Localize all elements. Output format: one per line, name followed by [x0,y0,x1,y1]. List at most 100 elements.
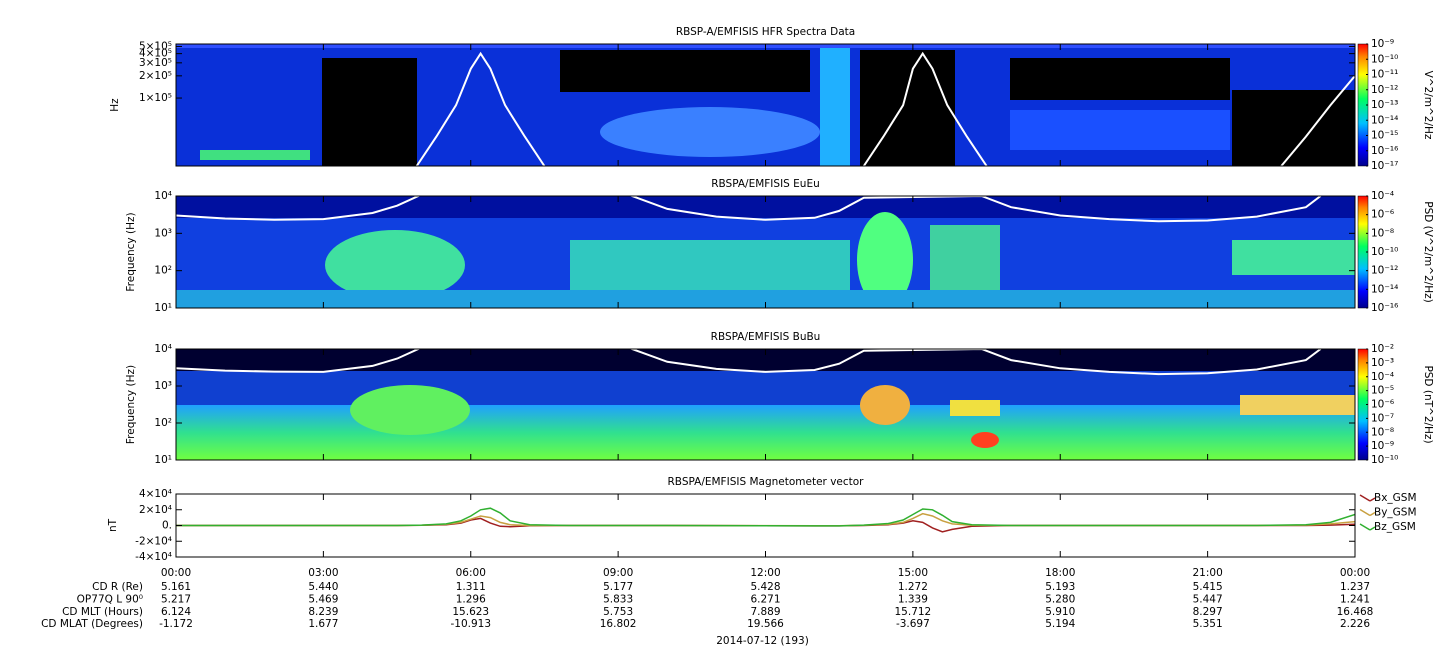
ephemeris-value: 7.889 [750,606,780,618]
colorbar-label: V^2/m^2/Hz [1422,71,1434,140]
colorbar-tick-label: 10⁻¹⁰ [1371,53,1398,65]
y-tick-label: 10³ [154,380,172,392]
y-tick-label: 10² [154,417,172,429]
colorbar-tick-label: 10⁻² [1371,343,1394,355]
ephemeris-value: 16.802 [600,618,637,630]
colorbar-label: PSD (V^2/m^2/Hz) [1422,201,1434,302]
colorbar-label: PSD (nT^2/Hz) [1422,365,1434,443]
ephemeris-label: CD MLAT (Degrees) [41,618,143,630]
colorbar-tick-label: 10⁻¹² [1371,84,1398,96]
colorbar-tick-label: 10⁻¹⁰ [1371,454,1398,466]
ephemeris-value: 5.194 [1045,618,1075,630]
series-line [176,507,1355,527]
y-tick-label: -4×10⁴ [135,551,172,563]
ephemeris-value: 5.447 [1193,593,1223,605]
overlay-line [415,51,1355,166]
y-tick-label: 4×10⁵ [139,48,172,60]
ephemeris-value: 1.272 [898,581,928,593]
y-tick-label: 4×10⁴ [139,488,172,500]
legend-label: Bz_GSM [1374,521,1416,533]
legend-swatch [1369,497,1376,502]
colorbar-tick-label: 10⁻⁹ [1371,38,1394,50]
legend-label: Bx_GSM [1374,492,1417,504]
colorbar-tick-label: 10⁻⁶ [1371,399,1394,411]
y-tick-label: 10⁴ [154,190,172,202]
colorbar-tick-label: 10⁻¹¹ [1371,69,1398,81]
legend-swatch [1359,508,1371,517]
ephemeris-label: CD MLT (Hours) [62,606,143,618]
y-axis-label: Hz [109,98,121,112]
legend-swatch [1369,526,1376,531]
x-tick-label: 03:00 [308,567,338,579]
y-tick-label: 2×10⁴ [139,504,172,516]
ephemeris-value: 15.712 [895,606,932,618]
x-tick-label: 06:00 [456,567,486,579]
ephemeris-value: 6.124 [161,606,191,618]
colorbar-tick-label: 10⁻⁵ [1371,385,1394,397]
ephemeris-value: 5.193 [1045,581,1075,593]
plot-layer [415,51,1355,166]
legend-swatch [1359,494,1371,502]
x-tick-label: 18:00 [1045,567,1075,579]
y-tick-label: 10¹ [154,302,172,314]
colorbar-tick-label: 10⁻¹⁴ [1371,114,1398,126]
ephemeris-value: 5.280 [1045,593,1075,605]
y-tick-label: 5×10⁵ [139,40,172,52]
colorbar-tick-label: 10⁻⁶ [1371,209,1394,221]
colorbar-tick-label: 10⁻⁷ [1371,412,1394,424]
y-tick-label: 10² [154,265,172,277]
panel-title: RBSPA/EMFISIS BuBu [711,331,821,343]
ephemeris-value: 1.339 [898,593,928,605]
x-tick-label: 15:00 [898,567,928,579]
ephemeris-value: 5.469 [308,593,338,605]
ephemeris-value: 19.566 [747,618,784,630]
plot-layer [176,196,1322,223]
panel-title: RBSP-A/EMFISIS HFR Spectra Data [676,26,855,38]
colorbar-tick-label: 10⁻¹⁰ [1371,246,1398,258]
plot-layer [176,349,1322,376]
ephemeris-label: OP77Q L 90⁰ [77,593,143,605]
legend-label: By_GSM [1374,507,1417,519]
ephemeris-value: 5.833 [603,593,633,605]
ephemeris-value: -1.172 [159,618,193,630]
y-tick-label: 1×10⁵ [139,92,172,104]
colorbar-tick-label: 10⁻⁸ [1371,227,1394,239]
x-tick-label: 00:00 [1340,567,1370,579]
colorbar-tick-label: 10⁻¹⁵ [1371,130,1398,142]
legend-swatch [1359,523,1371,531]
y-axis-label: Frequency (Hz) [125,365,137,444]
ephemeris-value: 8.297 [1193,606,1223,618]
y-tick-label: 0. [162,520,172,532]
ephemeris-value: 2.226 [1340,618,1370,630]
x-tick-label: 00:00 [161,567,191,579]
colorbar-tick-label: 10⁻¹⁷ [1371,160,1398,172]
y-tick-label: -2×10⁴ [135,535,172,547]
ephemeris-value: 8.239 [308,606,338,618]
ephemeris-value: 5.177 [603,581,633,593]
colorbar-tick-label: 10⁻¹⁴ [1371,283,1398,295]
ephemeris-value: 5.910 [1045,606,1075,618]
ephemeris-value: 15.623 [452,606,489,618]
ephemeris-value: 1.296 [456,593,486,605]
ephemeris-value: 1.677 [308,618,338,630]
spectrogram-image [176,44,1355,460]
overlay-line [176,349,1322,376]
colorbar-tick-label: 10⁻⁴ [1371,190,1394,202]
ephemeris-value: 6.271 [750,593,780,605]
ephemeris-value: 5.161 [161,581,191,593]
colorbar-tick-label: 10⁻¹³ [1371,99,1398,111]
ephemeris-value: 1.237 [1340,581,1370,593]
ephemeris-value: 5.753 [603,606,633,618]
x-tick-label: 12:00 [750,567,780,579]
x-axis-label: 2014-07-12 (193) [716,635,809,647]
colorbar-tick-label: 10⁻¹⁶ [1371,302,1398,314]
overlay-line [176,196,1322,223]
legend-swatch [1369,511,1376,517]
colorbar-tick-label: 10⁻⁴ [1371,371,1394,383]
ephemeris-value: 1.241 [1340,593,1370,605]
colorbar-tick-label: 10⁻⁹ [1371,440,1394,452]
ephemeris-value: 1.311 [456,581,486,593]
colorbar-tick-label: 10⁻¹² [1371,265,1398,277]
